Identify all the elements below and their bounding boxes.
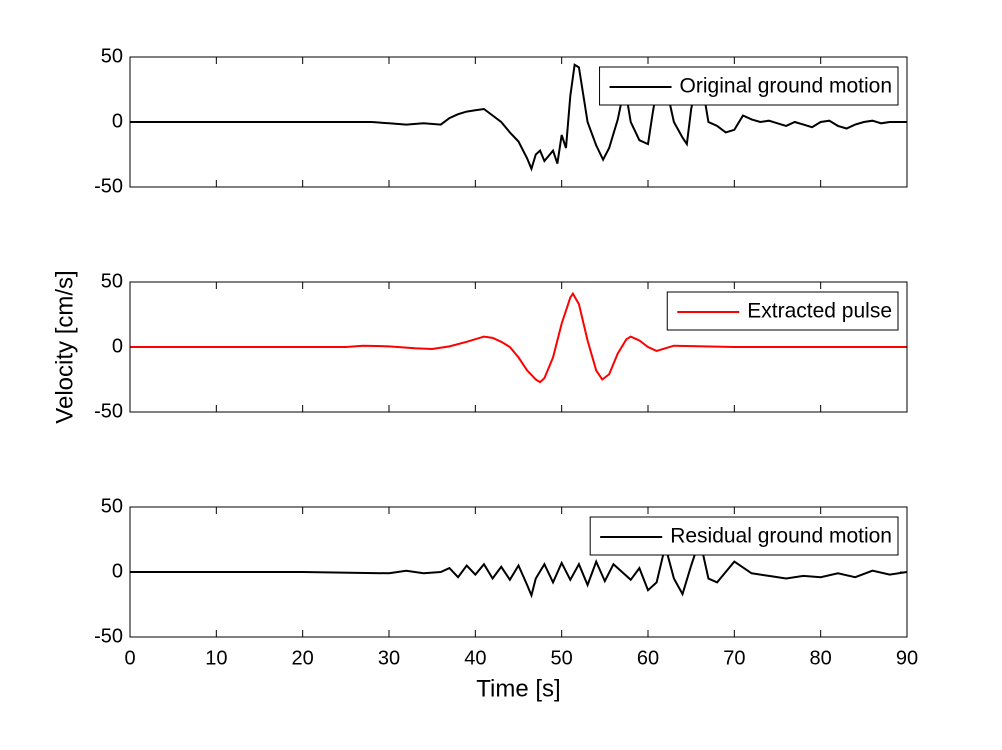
y-tick-label: 0 <box>112 335 123 357</box>
y-tick-label: 0 <box>112 560 123 582</box>
x-tick-label: 70 <box>723 647 745 669</box>
y-tick-label: -50 <box>94 175 123 197</box>
x-tick-label: 10 <box>205 647 227 669</box>
x-tick-label: 30 <box>378 647 400 669</box>
y-tick-label: 50 <box>101 45 123 67</box>
data-line <box>130 291 907 384</box>
x-tick-label: 40 <box>464 647 486 669</box>
x-tick-label: 0 <box>124 647 135 669</box>
x-tick-label: 20 <box>292 647 314 669</box>
x-axis-label: Time [s] <box>476 675 560 702</box>
legend: Residual ground motion <box>600 525 892 548</box>
legend: Original ground motion <box>609 75 892 98</box>
y-tick-label: -50 <box>94 400 123 422</box>
y-axis-label: Velocity [cm/s] <box>51 270 78 423</box>
legend: Extracted pulse <box>677 300 892 323</box>
x-tick-label: 80 <box>810 647 832 669</box>
legend-label: Residual ground motion <box>670 525 892 548</box>
y-tick-label: -50 <box>94 625 123 647</box>
x-tick-label: 60 <box>637 647 659 669</box>
legend-label: Extracted pulse <box>747 300 892 323</box>
axes-frame <box>129 506 908 638</box>
y-tick-label: 50 <box>101 495 123 517</box>
data-line <box>130 535 907 599</box>
legend-label: Original ground motion <box>680 75 892 98</box>
x-tick-label: 50 <box>551 647 573 669</box>
y-tick-label: 0 <box>112 110 123 132</box>
axes-frame <box>129 281 908 413</box>
y-tick-label: 50 <box>101 270 123 292</box>
axes-frame <box>129 56 908 188</box>
x-tick-label: 90 <box>896 647 918 669</box>
